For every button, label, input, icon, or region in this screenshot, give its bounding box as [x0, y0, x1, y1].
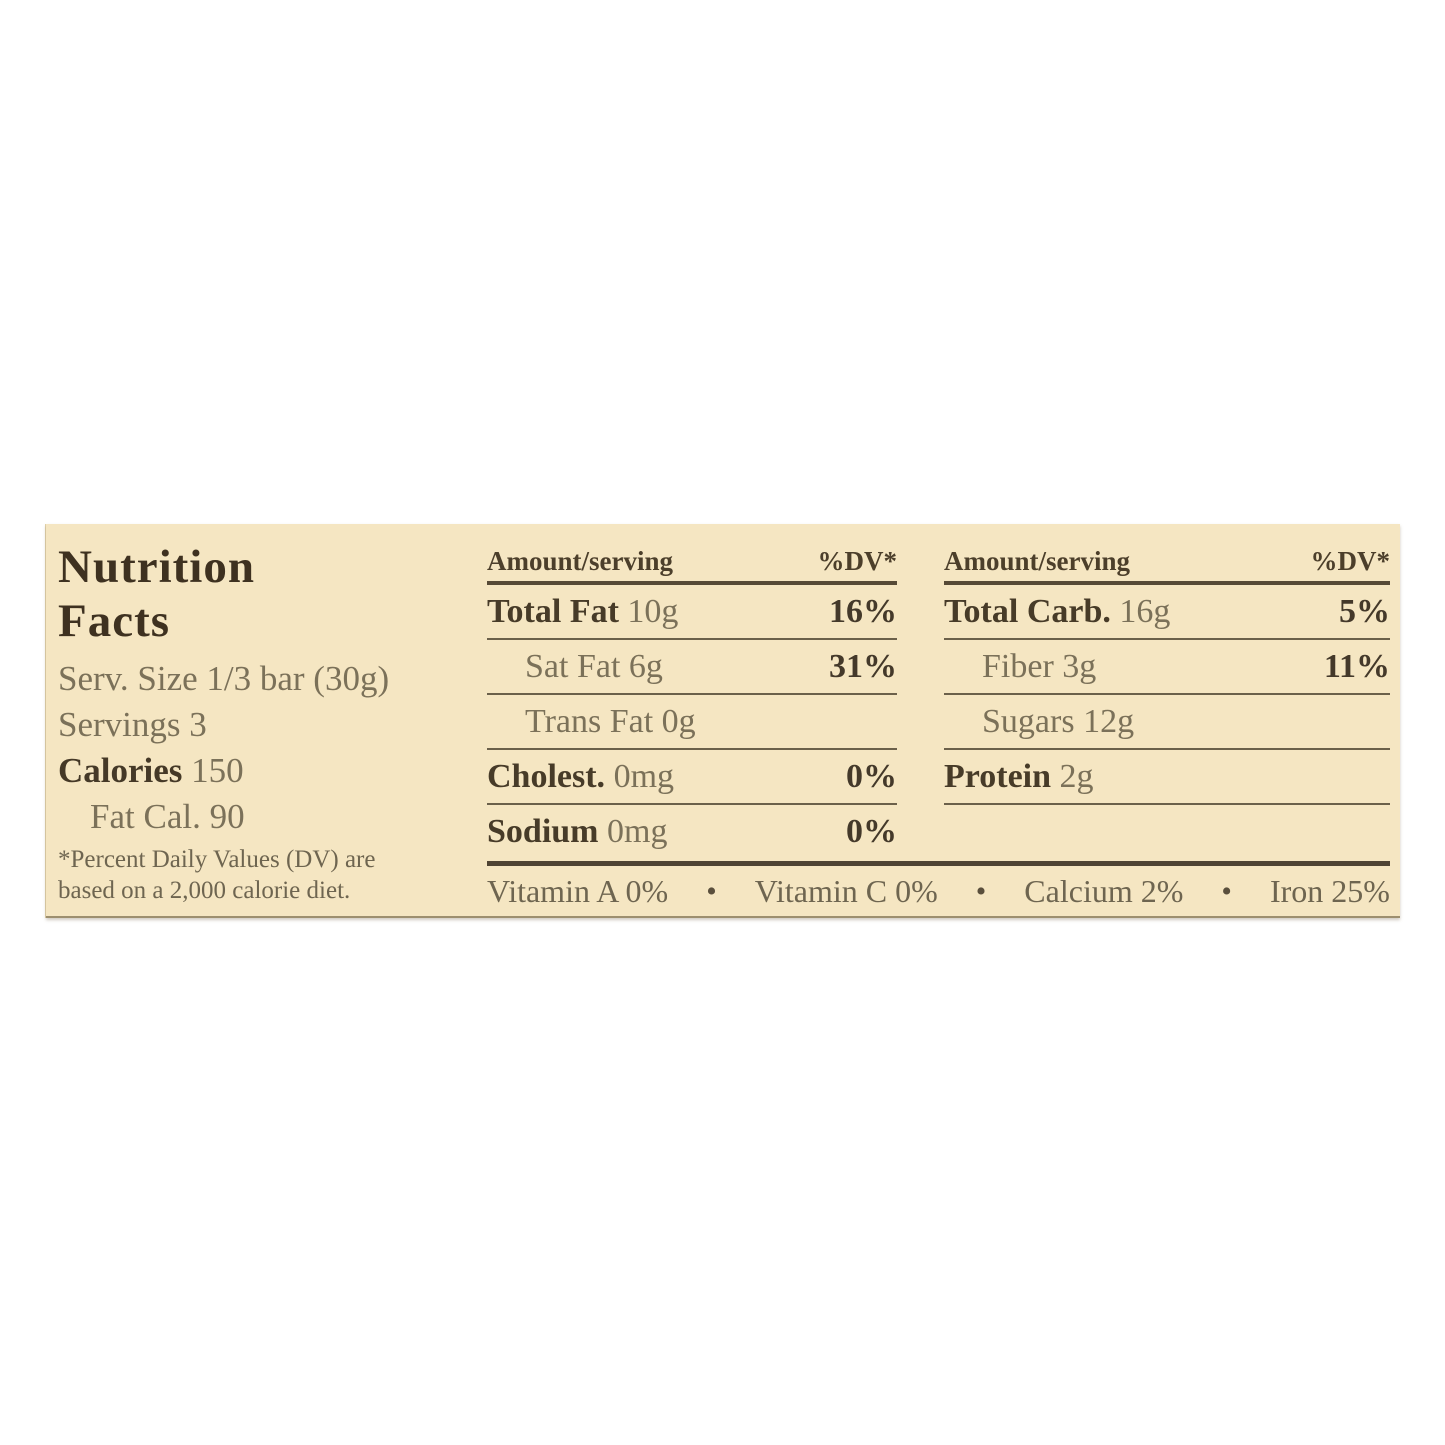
nutrient-column-carb: Amount/serving %DV* Total Carb. 16g 5% F…: [944, 544, 1390, 805]
nutrient-rows: Total Fat 10g 16% Sat Fat 6g 31% Trans F…: [487, 585, 897, 858]
iron-value: Iron 25%: [1269, 873, 1390, 909]
nutrient-dv: 31%: [829, 647, 897, 685]
serving-size-text: Serv. Size 1/3 bar (30g): [58, 659, 390, 698]
fat-calories-text: Fat Cal. 90: [90, 797, 245, 836]
bullet-separator: •: [706, 874, 717, 908]
nutrient-name: Protein: [944, 757, 1052, 795]
nutrient-name: Total Carb.: [944, 592, 1111, 630]
nutrient-column-fat: Amount/serving %DV* Total Fat 10g 16% Sa…: [487, 544, 897, 858]
nutrition-facts-title: Nutrition Facts: [58, 540, 478, 648]
nutrient-dv: 16%: [829, 592, 897, 630]
nutrient-dv: 5%: [1339, 592, 1390, 630]
footnote-line-1: *Percent Daily Values (DV) are: [58, 846, 376, 873]
nutrient-amount: 6g: [628, 647, 663, 685]
nutrient-amount: 0mg: [613, 757, 675, 795]
table-row-trans-fat: Trans Fat 0g: [487, 695, 897, 750]
title-line-1: Nutrition: [58, 541, 255, 593]
column-header: Amount/serving %DV*: [487, 544, 897, 585]
nutrient-amount: 10g: [627, 592, 679, 630]
calories-line: Calories 150: [58, 748, 478, 794]
table-row-cholesterol: Cholest. 0mg 0%: [487, 750, 897, 805]
daily-values-footnote: *Percent Daily Values (DV) are based on …: [58, 844, 478, 906]
nutrient-amount: 0g: [661, 702, 696, 740]
nutrient-name: Sat Fat: [525, 647, 621, 685]
nutrient-name: Sodium: [487, 812, 599, 850]
nutrient-rows: Total Carb. 16g 5% Fiber 3g 11% Sugars 1…: [944, 585, 1390, 805]
nutrient-amount: 12g: [1083, 702, 1135, 740]
footnote-line-2: based on a 2,000 calorie diet.: [58, 877, 351, 904]
nutrient-dv: 0%: [846, 757, 897, 795]
nutrient-name: Trans Fat: [525, 702, 654, 740]
table-row-total-carb: Total Carb. 16g 5%: [944, 585, 1390, 640]
servings-text: Servings 3: [58, 705, 207, 744]
micronutrients-strip: Vitamin A 0% • Vitamin C 0% • Calcium 2%…: [487, 861, 1390, 910]
column-header: Amount/serving %DV*: [944, 544, 1390, 585]
nutrient-dv: 0%: [846, 812, 897, 850]
nutrient-name: Fiber: [982, 647, 1054, 685]
amount-serving-header: Amount/serving: [487, 546, 674, 576]
calories-value: 150: [191, 751, 244, 790]
nutrient-name: Total Fat: [487, 592, 619, 630]
table-row-protein: Protein 2g: [944, 750, 1390, 805]
title-line-2: Facts: [58, 595, 171, 647]
dv-header: %DV*: [817, 546, 898, 576]
calories-label: Calories: [58, 751, 183, 790]
nutrient-amount: 0mg: [607, 812, 668, 850]
nutrient-name: Cholest.: [487, 757, 606, 795]
table-row-total-fat: Total Fat 10g 16%: [487, 585, 897, 640]
vitamin-c-value: Vitamin C 0%: [754, 873, 938, 909]
amount-serving-header: Amount/serving: [944, 546, 1131, 576]
calcium-value: Calcium 2%: [1024, 873, 1184, 909]
nutrition-facts-panel: Nutrition Facts Serv. Size 1/3 bar (30g)…: [46, 524, 1400, 918]
bullet-separator: •: [975, 874, 987, 908]
nutrient-dv: 11%: [1323, 647, 1390, 685]
table-row-sugars: Sugars 12g: [944, 695, 1390, 750]
nutrient-amount: 3g: [1062, 647, 1097, 685]
nutrient-amount: 16g: [1119, 592, 1171, 630]
nutrient-amount: 2g: [1059, 757, 1094, 795]
table-row-fiber: Fiber 3g 11%: [944, 640, 1390, 695]
bullet-separator: •: [1221, 874, 1232, 908]
serving-info-column: Nutrition Facts Serv. Size 1/3 bar (30g)…: [58, 540, 478, 906]
table-row-sat-fat: Sat Fat 6g 31%: [487, 640, 897, 695]
vitamin-a-value: Vitamin A 0%: [487, 873, 669, 909]
table-row-sodium: Sodium 0mg 0%: [487, 805, 897, 858]
dv-header: %DV*: [1310, 546, 1391, 576]
nutrient-name: Sugars: [982, 702, 1075, 740]
